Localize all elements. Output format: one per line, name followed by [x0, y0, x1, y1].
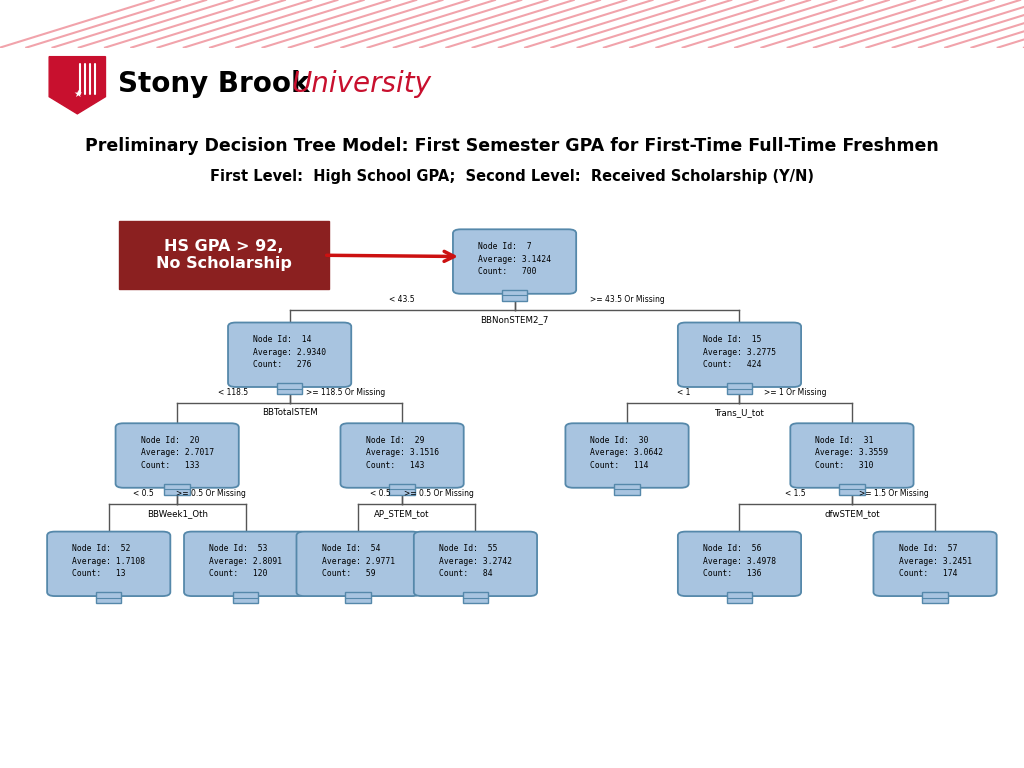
Text: Stony Brook: Stony Brook [118, 70, 318, 98]
Text: BBWeek1_Oth: BBWeek1_Oth [146, 509, 208, 518]
Text: Preliminary Decision Tree Model: First Semester GPA for First-Time Full-Time Fre: Preliminary Decision Tree Model: First S… [85, 137, 939, 155]
Text: < 1: < 1 [677, 388, 690, 397]
FancyBboxPatch shape [453, 230, 577, 294]
Text: AP_STEM_tot: AP_STEM_tot [375, 509, 430, 518]
Text: 24: 24 [951, 720, 993, 749]
Text: >= 0.5 Or Missing: >= 0.5 Or Missing [403, 489, 474, 498]
Text: Trans_U_tot: Trans_U_tot [715, 408, 765, 417]
FancyBboxPatch shape [184, 531, 307, 596]
Text: >= 43.5 Or Missing: >= 43.5 Or Missing [590, 295, 665, 304]
Text: Node Id:  14
Average: 2.9340
Count:   276: Node Id: 14 Average: 2.9340 Count: 276 [253, 336, 327, 369]
Text: BBNonSTEM2_7: BBNonSTEM2_7 [480, 315, 549, 324]
FancyBboxPatch shape [678, 323, 801, 387]
Text: < 1.5: < 1.5 [785, 489, 806, 498]
Text: BB = BlackBoard; DFW refers to courses/credits taken in high DFW rate
courses, n: BB = BlackBoard; DFW refers to courses/c… [20, 719, 517, 750]
Bar [502, 290, 527, 301]
Bar [614, 484, 640, 495]
FancyBboxPatch shape [47, 531, 170, 596]
FancyBboxPatch shape [565, 423, 688, 488]
Bar [840, 484, 864, 495]
Text: Node Id:  57
Average: 3.2451
Count:   174: Node Id: 57 Average: 3.2451 Count: 174 [898, 545, 972, 578]
Text: Node Id:  54
Average: 2.9771
Count:   59: Node Id: 54 Average: 2.9771 Count: 59 [322, 545, 394, 578]
FancyBboxPatch shape [341, 423, 464, 488]
Text: Node Id:  55
Average: 3.2742
Count:   84: Node Id: 55 Average: 3.2742 Count: 84 [439, 545, 512, 578]
FancyBboxPatch shape [414, 531, 537, 596]
Text: Node Id:  29
Average: 3.1516
Count:   143: Node Id: 29 Average: 3.1516 Count: 143 [366, 436, 438, 470]
Text: ★: ★ [73, 89, 82, 99]
Bar [96, 592, 122, 603]
Text: University: University [292, 70, 432, 98]
Text: < 0.5: < 0.5 [370, 489, 390, 498]
FancyBboxPatch shape [297, 531, 420, 596]
FancyBboxPatch shape [228, 323, 351, 387]
Text: BBTotalSTEM: BBTotalSTEM [262, 408, 317, 417]
Bar [345, 592, 371, 603]
Bar [727, 383, 753, 394]
Text: < 43.5: < 43.5 [389, 295, 415, 304]
Text: First Level:  High School GPA;  Second Level:  Received Scholarship (Y/N): First Level: High School GPA; Second Lev… [210, 169, 814, 184]
Text: >= 0.5 Or Missing: >= 0.5 Or Missing [176, 489, 247, 498]
Bar [165, 484, 189, 495]
Bar [232, 592, 258, 603]
Text: Node Id:  7
Average: 3.1424
Count:   700: Node Id: 7 Average: 3.1424 Count: 700 [478, 242, 551, 276]
Bar [923, 592, 948, 603]
Bar [389, 484, 415, 495]
Text: >= 118.5 Or Missing: >= 118.5 Or Missing [306, 388, 385, 397]
Text: Node Id:  52
Average: 1.7108
Count:   13: Node Id: 52 Average: 1.7108 Count: 13 [72, 545, 145, 578]
Text: Node Id:  56
Average: 3.4978
Count:   136: Node Id: 56 Average: 3.4978 Count: 136 [702, 545, 776, 578]
FancyBboxPatch shape [873, 531, 996, 596]
Bar [727, 592, 753, 603]
Text: dfwSTEM_tot: dfwSTEM_tot [824, 509, 880, 518]
FancyBboxPatch shape [116, 423, 239, 488]
Text: < 0.5: < 0.5 [132, 489, 154, 498]
Bar [276, 383, 302, 394]
FancyBboxPatch shape [119, 221, 329, 290]
Text: >= 1.5 Or Missing: >= 1.5 Or Missing [859, 489, 929, 498]
PathPatch shape [49, 57, 105, 114]
Text: Node Id:  15
Average: 3.2775
Count:   424: Node Id: 15 Average: 3.2775 Count: 424 [702, 336, 776, 369]
Text: HS GPA > 92,
No Scholarship: HS GPA > 92, No Scholarship [156, 239, 292, 271]
Text: Node Id:  31
Average: 3.3559
Count:   310: Node Id: 31 Average: 3.3559 Count: 310 [815, 436, 889, 470]
Text: Node Id:  30
Average: 3.0642
Count:   114: Node Id: 30 Average: 3.0642 Count: 114 [591, 436, 664, 470]
Text: Node Id:  20
Average: 2.7017
Count:   133: Node Id: 20 Average: 2.7017 Count: 133 [140, 436, 214, 470]
FancyBboxPatch shape [791, 423, 913, 488]
Text: Node Id:  53
Average: 2.8091
Count:   120: Node Id: 53 Average: 2.8091 Count: 120 [209, 545, 283, 578]
Bar [463, 592, 488, 603]
Text: >= 1 Or Missing: >= 1 Or Missing [765, 388, 827, 397]
Text: < 118.5: < 118.5 [218, 388, 249, 397]
FancyBboxPatch shape [678, 531, 801, 596]
